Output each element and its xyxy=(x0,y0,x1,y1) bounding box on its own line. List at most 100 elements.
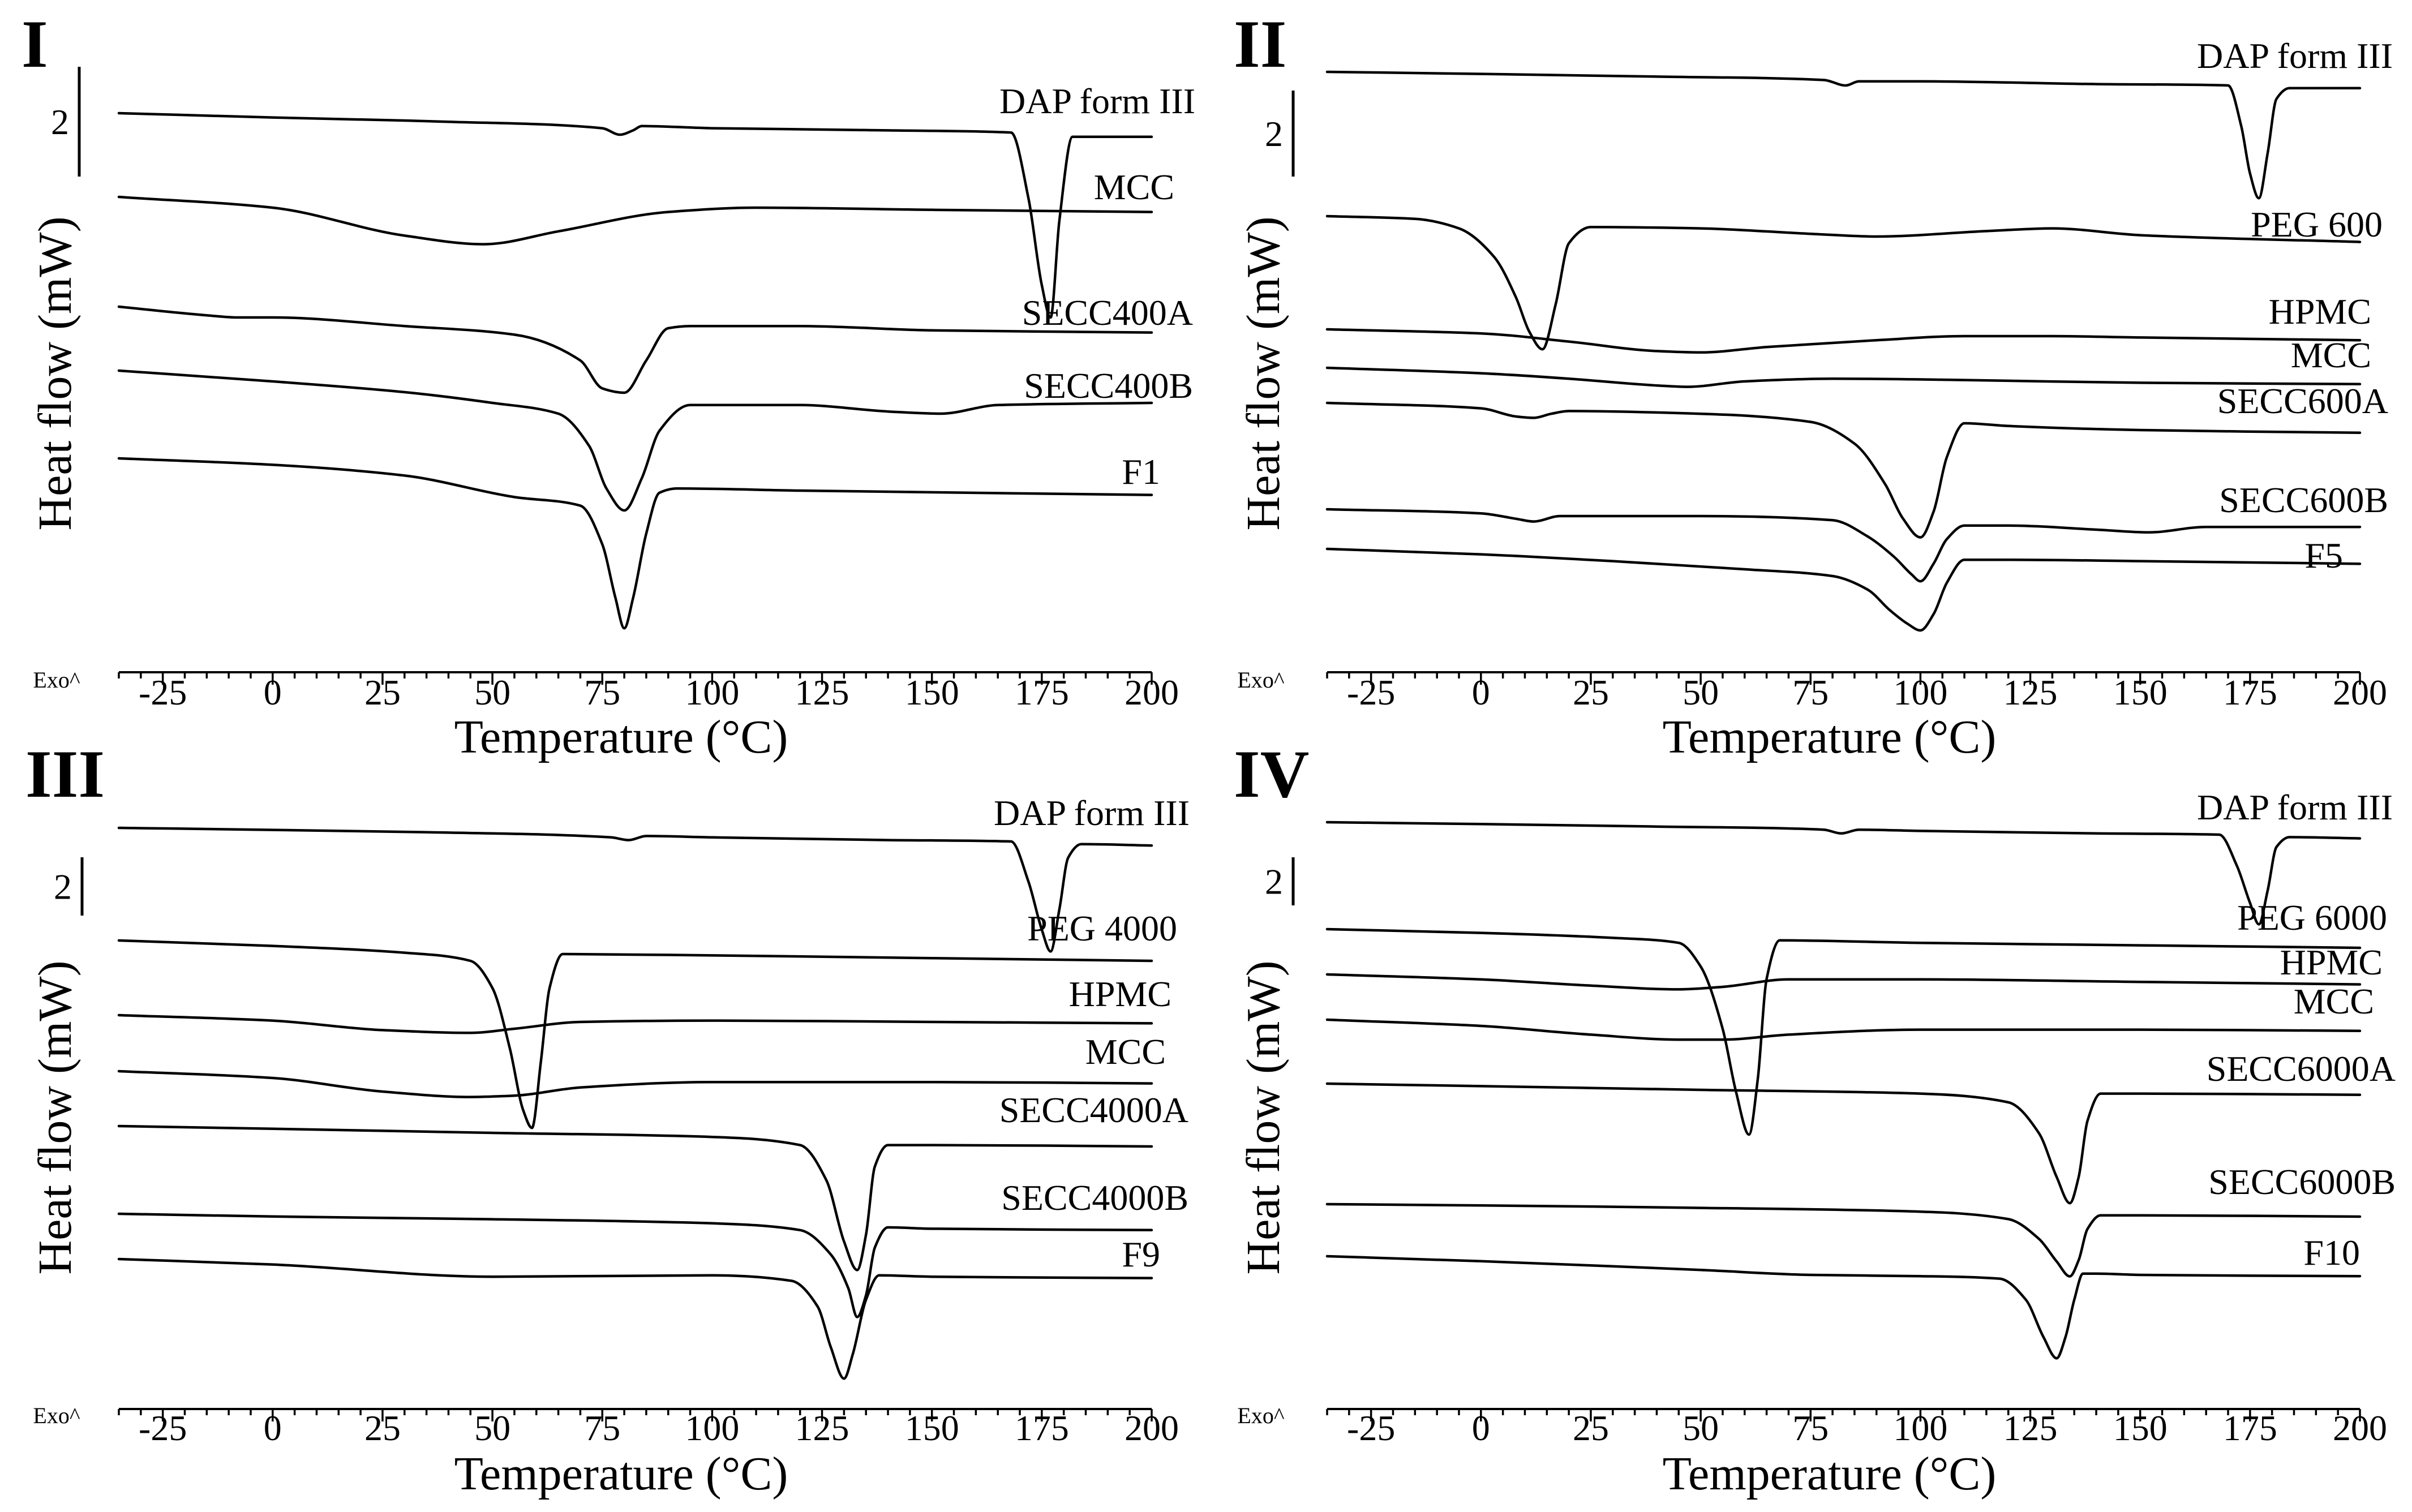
panel-III: III 2 -25 0 25 50 75 100 125 150 175 200 Exo^ Tempera… xyxy=(25,736,1190,1500)
x-tick-label: 25 xyxy=(364,1408,401,1448)
series-label: SECC4000B xyxy=(1001,1178,1188,1218)
x-tick-label: 150 xyxy=(2113,1408,2168,1448)
x-tick-label: 0 xyxy=(1472,1408,1490,1448)
panel-title: III xyxy=(25,736,105,811)
series-label: SECC6000B xyxy=(2208,1162,2396,1202)
x-axis-label: Temperature (°C) xyxy=(1663,1447,1997,1500)
x-tick-label: 75 xyxy=(584,1408,620,1448)
series-label: SECC600B xyxy=(2219,480,2388,520)
series-label: PEG 600 xyxy=(2251,204,2383,244)
series-label: MCC xyxy=(1094,167,1174,207)
x-tick-label: 25 xyxy=(1573,672,1609,712)
x-tick-label: 75 xyxy=(584,672,620,712)
series-line-hpmc xyxy=(1325,328,2362,354)
series-label: DAP form III xyxy=(999,81,1195,121)
x-tick-label: 200 xyxy=(1125,672,1179,712)
exo-direction-label: Exo^ xyxy=(33,1403,80,1428)
x-axis-label: Temperature (°C) xyxy=(454,1447,788,1500)
series-line-secc600b xyxy=(1325,508,2362,583)
series-line-hpmc xyxy=(117,1013,1153,1034)
series-label: HPMC xyxy=(1069,974,1171,1014)
series-label: HPMC xyxy=(2280,942,2383,982)
series-label: F1 xyxy=(1122,452,1160,492)
x-tick-label: 75 xyxy=(1792,1408,1829,1448)
series-line-f10 xyxy=(1325,1255,2362,1360)
series-label: PEG 4000 xyxy=(1027,908,1177,948)
series-line-mcc xyxy=(117,1069,1153,1098)
series-label: SECC400A xyxy=(1022,293,1193,333)
x-tick-label: 125 xyxy=(795,1408,849,1448)
y-axis-label: Heat flow (mW) xyxy=(29,216,81,530)
x-tick-label: 0 xyxy=(1472,672,1490,712)
series-line-dap-form-iii xyxy=(1325,70,2362,200)
series-label: F10 xyxy=(2303,1232,2360,1273)
series-line-peg-4000 xyxy=(117,939,1153,1129)
series-label: SECC6000A xyxy=(2207,1049,2396,1089)
panel-I: I2 -25 0 25 50 75 100 125 150 175 200 Exo^ Temperatu… xyxy=(22,6,1195,763)
series-label: MCC xyxy=(1085,1032,1166,1072)
series-line-mcc xyxy=(117,195,1153,246)
series-line-dap-form-iii xyxy=(117,111,1153,319)
series-line-dap-form-iii xyxy=(1325,821,2362,926)
panel-title: II xyxy=(1234,6,1286,81)
scale-bar-label: 2 xyxy=(1265,114,1283,154)
y-axis-label: Heat flow (mW) xyxy=(1237,216,1290,530)
x-tick-label: 125 xyxy=(795,672,849,712)
series-line-f5 xyxy=(1325,547,2362,632)
x-tick-label: 50 xyxy=(474,672,510,712)
series-label: F9 xyxy=(1122,1234,1160,1274)
panel-IV: IV 2 -25 0 25 50 75 100 125 150 175 200 Exo^ Temperat… xyxy=(1234,736,2396,1500)
series-line-secc6000a xyxy=(1325,1082,2362,1205)
series-line-peg-6000 xyxy=(1325,927,2362,1136)
series-label: SECC4000A xyxy=(999,1090,1188,1130)
exo-direction-label: Exo^ xyxy=(1237,1403,1284,1428)
x-tick-label: 0 xyxy=(264,1408,282,1448)
y-axis-label: Heat flow (mW) xyxy=(1237,960,1290,1274)
series-label: DAP form III xyxy=(2197,36,2393,76)
x-tick-label: 175 xyxy=(1015,1408,1069,1448)
x-tick-label: 0 xyxy=(264,672,282,712)
series-line-hpmc xyxy=(1325,973,2362,991)
series-line-secc4000b xyxy=(117,1212,1153,1318)
x-tick-label: 175 xyxy=(2223,672,2277,712)
series-label: HPMC xyxy=(2269,291,2371,332)
exo-direction-label: Exo^ xyxy=(33,667,80,693)
series-label: MCC xyxy=(2291,335,2371,375)
series-label: SECC600A xyxy=(2217,381,2388,421)
x-tick-label: 200 xyxy=(1125,1408,1179,1448)
series-label: PEG 6000 xyxy=(2237,897,2387,938)
series-line-f9 xyxy=(117,1257,1153,1380)
x-tick-label: 100 xyxy=(1893,1408,1947,1448)
x-tick-label: 50 xyxy=(474,1408,510,1448)
panel-title: I xyxy=(22,6,48,81)
x-tick-label: 175 xyxy=(1015,672,1069,712)
x-tick-label: 100 xyxy=(685,672,739,712)
series-label: DAP form III xyxy=(994,793,1190,833)
x-tick-label: 25 xyxy=(364,672,401,712)
x-tick-label: 150 xyxy=(905,1408,959,1448)
series-line-peg-600 xyxy=(1325,214,2362,351)
x-tick-label: 75 xyxy=(1792,672,1829,712)
x-tick-label: -25 xyxy=(139,672,187,712)
series-line-secc400b xyxy=(117,369,1153,512)
x-tick-label: 150 xyxy=(2113,672,2168,712)
scale-bar-label: 2 xyxy=(51,102,69,142)
series-line-secc600a xyxy=(1325,401,2362,539)
x-tick-label: -25 xyxy=(139,1408,187,1448)
series-label: SECC400B xyxy=(1024,366,1193,406)
x-tick-label: 200 xyxy=(2333,672,2387,712)
x-tick-label: -25 xyxy=(1347,1408,1395,1448)
x-tick-label: 200 xyxy=(2333,1408,2387,1448)
scale-bar-label: 2 xyxy=(54,867,72,907)
scale-bar-label: 2 xyxy=(1265,862,1283,902)
x-tick-label: 125 xyxy=(2003,672,2058,712)
exo-direction-label: Exo^ xyxy=(1237,667,1284,693)
x-tick-label: -25 xyxy=(1347,672,1395,712)
y-axis-label: Heat flow (mW) xyxy=(29,960,81,1274)
series-line-secc400a xyxy=(117,305,1153,394)
x-axis-label: Temperature (°C) xyxy=(1663,711,1997,763)
x-axis-label: Temperature (°C) xyxy=(454,711,788,763)
x-tick-label: 25 xyxy=(1573,1408,1609,1448)
panel-title: IV xyxy=(1234,736,1309,811)
